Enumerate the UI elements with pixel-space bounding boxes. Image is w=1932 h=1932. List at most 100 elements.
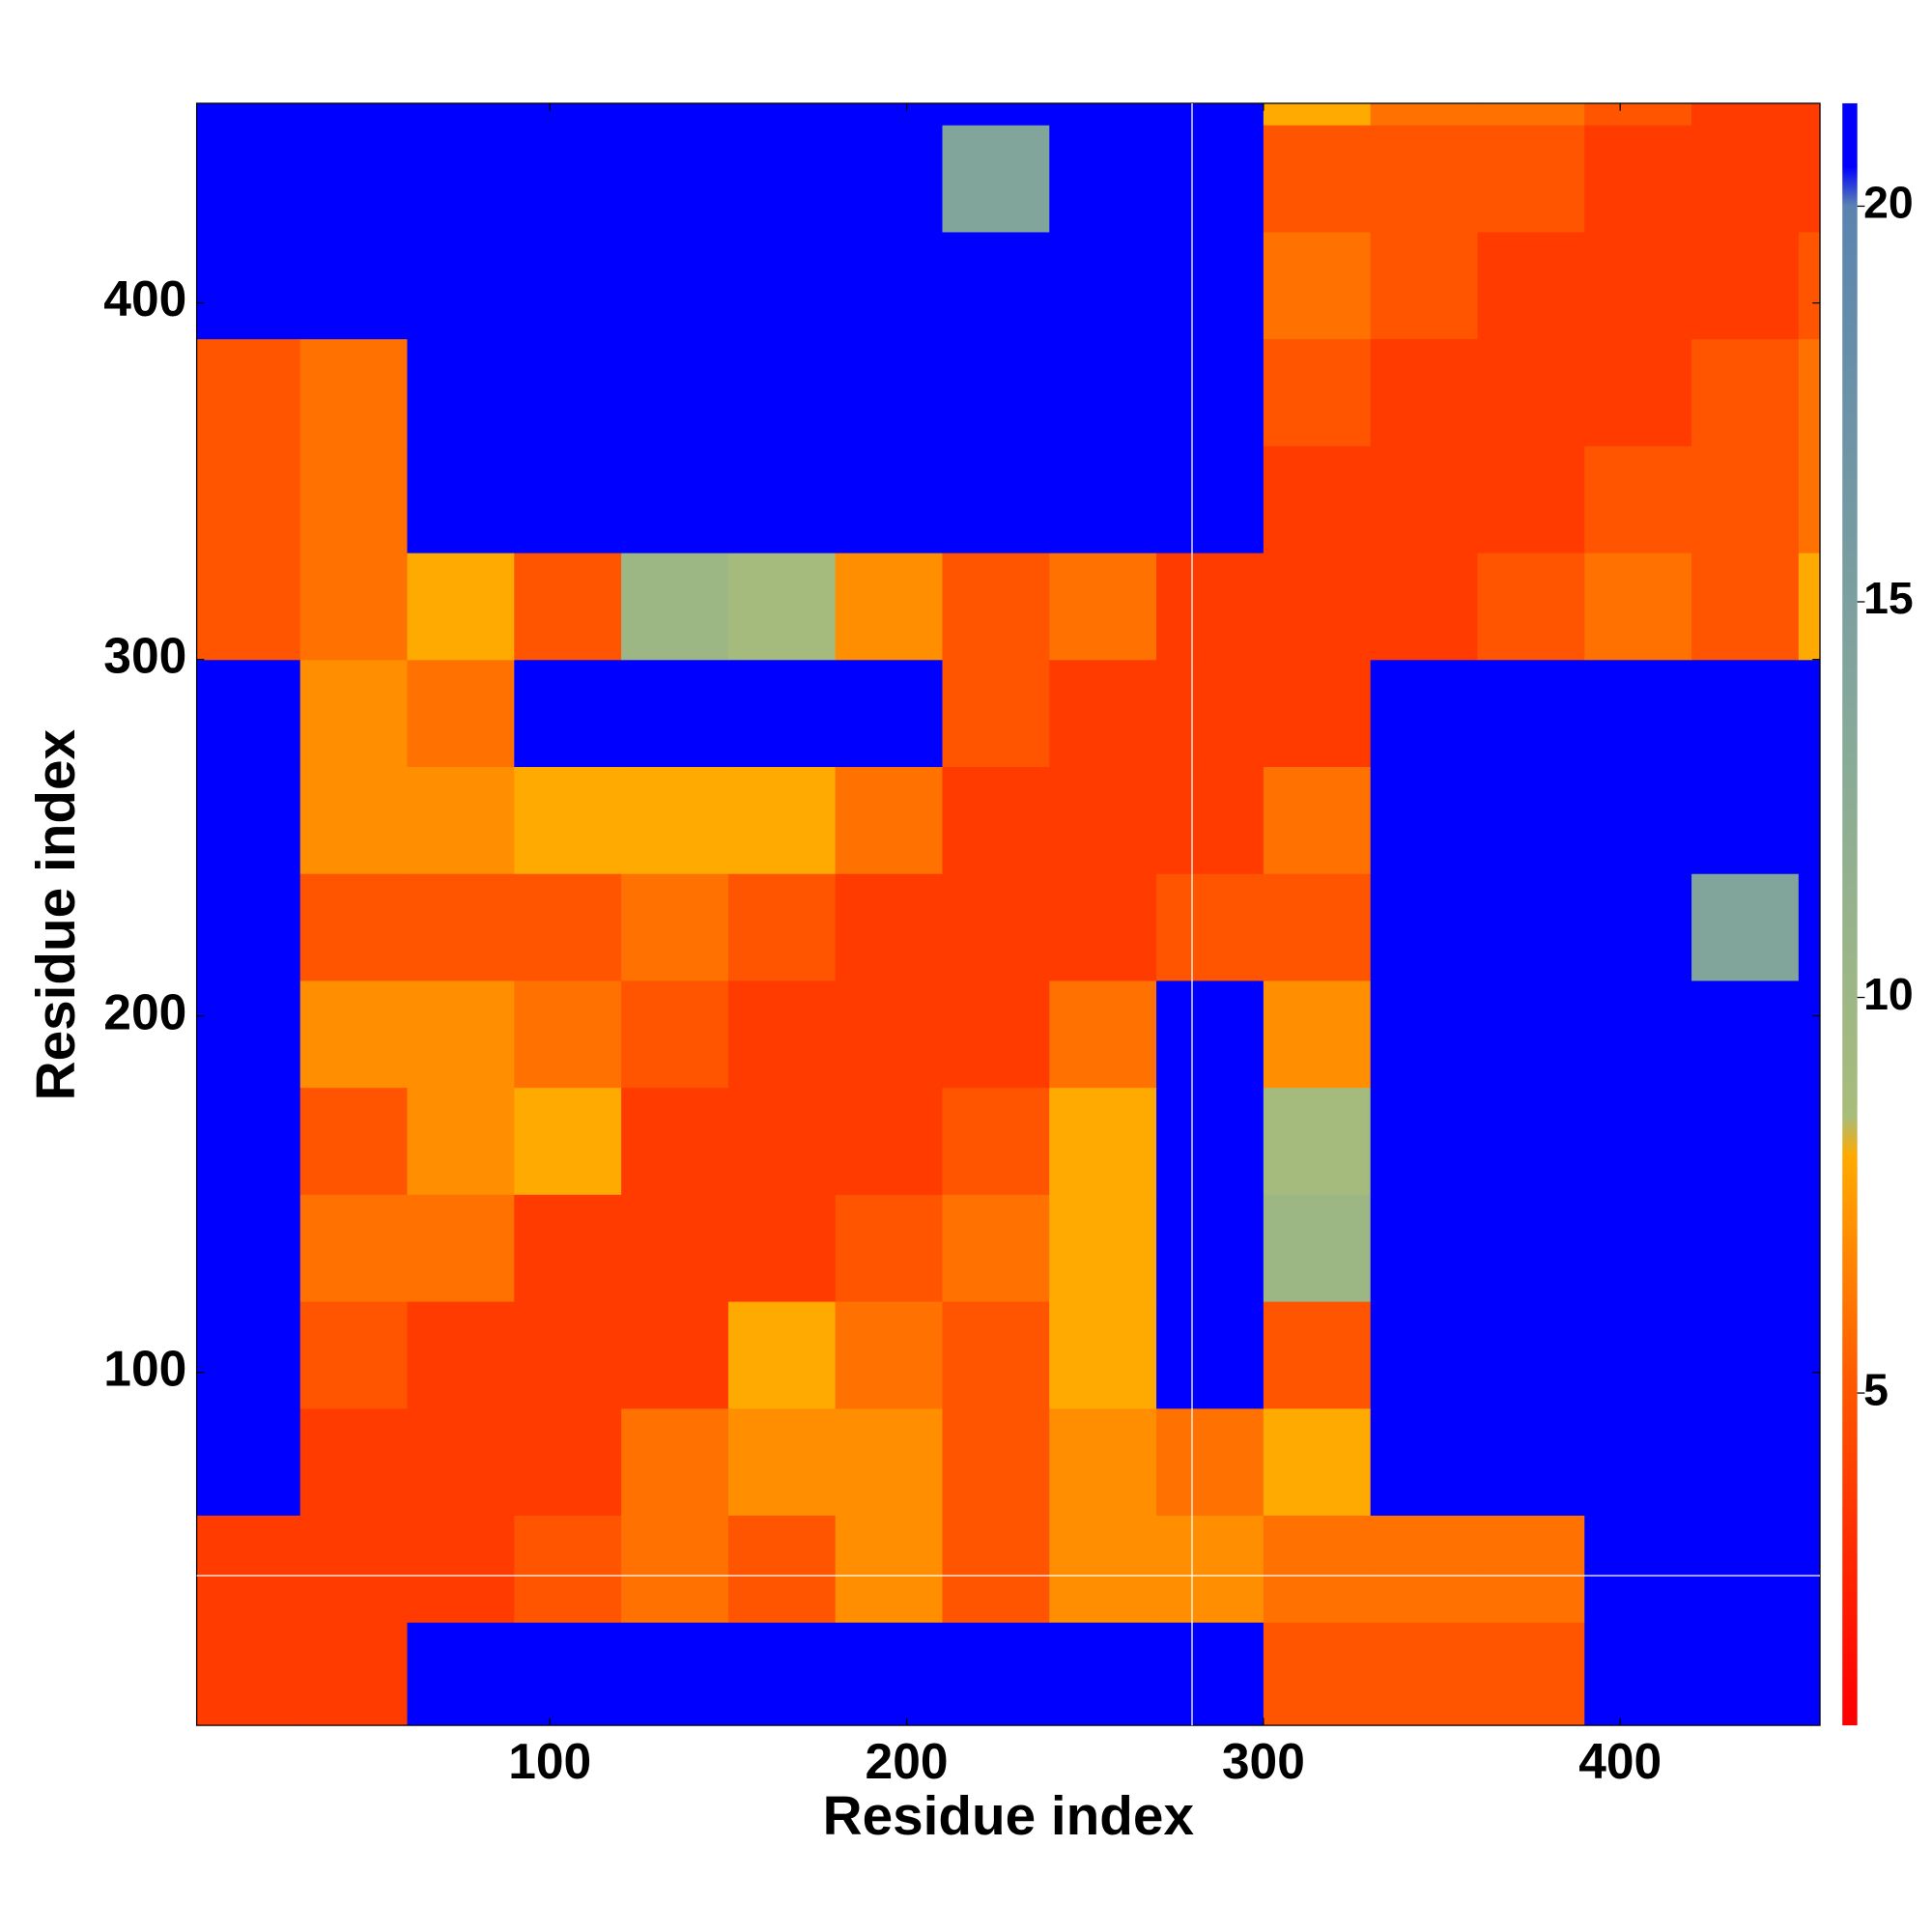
heatmap-cell: [942, 1515, 1050, 1623]
heatmap-cell: [299, 1515, 409, 1623]
heatmap-cell: [1370, 552, 1479, 661]
heatmap-cell: [299, 1194, 409, 1302]
plot-frame: [195, 102, 1821, 1726]
heatmap-cell: [1049, 1622, 1157, 1726]
heatmap-cell: [1263, 1515, 1372, 1623]
heatmap-cell: [621, 1515, 729, 1623]
heatmap-cell: [1477, 125, 1585, 233]
heatmap-cell: [942, 1622, 1050, 1726]
heatmap-cell: [407, 552, 515, 661]
heatmap-cell: [514, 1194, 622, 1302]
x-tick-label: 300: [1222, 1733, 1305, 1789]
heatmap-cell: [1156, 659, 1264, 768]
heatmap-cell: [621, 766, 729, 874]
heatmap-cell: [1691, 338, 1800, 446]
heatmap-cell: [1584, 1622, 1692, 1726]
heatmap-cell: [299, 1622, 409, 1726]
heatmap-cell: [621, 1407, 729, 1516]
heatmap-cell: [1156, 445, 1264, 554]
heatmap-cell: [727, 552, 837, 661]
heatmap-cell: [407, 1515, 515, 1623]
x-tick-label: 200: [866, 1733, 949, 1789]
heatmap-cell: [727, 659, 837, 768]
heatmap-cell: [407, 1194, 515, 1302]
heatmap-cell: [514, 338, 622, 446]
heatmap-cell: [942, 1194, 1050, 1302]
heatmap-cell: [835, 1407, 944, 1516]
heatmap-cell: [1798, 659, 1821, 768]
heatmap-cell: [1584, 1194, 1692, 1302]
heatmap-cell: [1798, 338, 1821, 446]
heatmap-cell: [942, 873, 1050, 981]
heatmap-cell: [1370, 102, 1479, 126]
heatmap-cell: [1263, 231, 1372, 340]
heatmap-cell: [1798, 1622, 1821, 1726]
heatmap-cell: [1798, 1300, 1821, 1409]
heatmap-cell: [1798, 873, 1821, 981]
heatmap-cell: [835, 873, 944, 981]
heatmap-cell: [1049, 102, 1157, 126]
heatmap-cell: [1798, 1194, 1821, 1302]
heatmap-cell: [407, 766, 515, 874]
heatmap-cell: [1370, 980, 1479, 1089]
y-tick-label: 300: [103, 627, 186, 683]
heatmap-cell: [1370, 1622, 1479, 1726]
heatmap-cell: [621, 873, 729, 981]
heatmap-cell: [1156, 980, 1264, 1089]
x-tick-label: 400: [1578, 1733, 1662, 1789]
colorbar-tick-label: 15: [1863, 573, 1914, 623]
heatmap-cell: [1691, 1515, 1800, 1623]
heatmap-cell: [1477, 1407, 1585, 1516]
heatmap-cell: [1263, 1622, 1372, 1726]
heatmap-cell: [1584, 659, 1692, 768]
heatmap-cell: [942, 1087, 1050, 1195]
heatmap-cell: [196, 1515, 301, 1623]
heatmap-cell: [1477, 980, 1585, 1089]
heatmap-cell: [727, 1515, 837, 1623]
heatmap-cell: [835, 338, 944, 446]
heatmap-cell: [514, 766, 622, 874]
heatmap-cell: [1584, 1300, 1692, 1409]
heatmap-cell: [407, 1300, 515, 1409]
heatmap-cell: [1156, 102, 1264, 126]
heatmap-cell: [1691, 659, 1800, 768]
heatmap-cell: [835, 659, 944, 768]
y-tick-label: 100: [103, 1340, 186, 1396]
heatmap-cell: [299, 659, 409, 768]
heatmap-cell: [1156, 1087, 1264, 1195]
heatmap-cell: [1049, 231, 1157, 340]
heatmap-cell: [1370, 231, 1479, 340]
heatmap-cell: [1584, 873, 1692, 981]
heatmap-cell: [942, 445, 1050, 554]
heatmap-cell: [1370, 1087, 1479, 1195]
heatmap-cell: [1477, 1622, 1585, 1726]
heatmap-cell: [299, 338, 409, 446]
heatmap-cell: [196, 1087, 301, 1195]
heatmap-cell: [1691, 552, 1800, 661]
heatmap-cell: [514, 125, 622, 233]
heatmap-cell: [299, 552, 409, 661]
heatmap-cell: [1584, 1407, 1692, 1516]
heatmap-cell: [1156, 1194, 1264, 1302]
heatmap-cell: [1798, 980, 1821, 1089]
heatmap-cell: [835, 1622, 944, 1726]
heatmap-cell: [299, 1087, 409, 1195]
heatmap-cell: [299, 1407, 409, 1516]
heatmap-cell: [1798, 552, 1821, 661]
heatmap-cell: [1049, 338, 1157, 446]
heatmap-cell: [621, 980, 729, 1089]
heatmap-cell: [514, 980, 622, 1089]
heatmap-cell: [727, 980, 837, 1089]
heatmap-cell: [727, 1622, 837, 1726]
heatmap-cell: [299, 980, 409, 1089]
heatmap-cell: [1477, 552, 1585, 661]
heatmap-cell: [1049, 125, 1157, 233]
heatmap-cell: [1584, 125, 1692, 233]
heatmap-cell: [835, 445, 944, 554]
heatmap-cell: [1263, 873, 1372, 981]
heatmap-cell: [727, 102, 837, 126]
heatmap-cell: [196, 1300, 301, 1409]
heatmap-cell: [1263, 766, 1372, 874]
heatmap-cell: [1263, 125, 1372, 233]
heatmap-cell: [196, 231, 301, 340]
